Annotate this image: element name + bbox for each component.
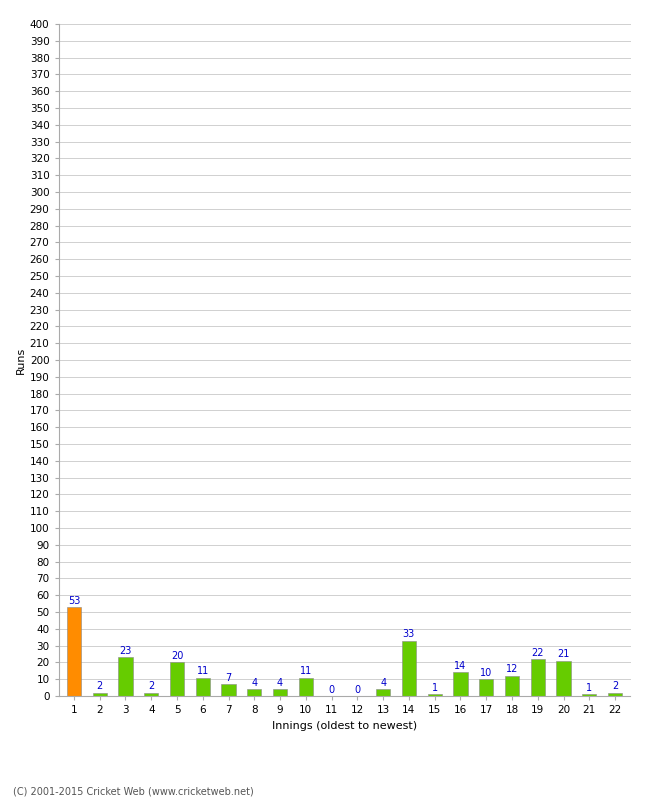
Bar [428, 694, 442, 696]
Bar [273, 690, 287, 696]
X-axis label: Innings (oldest to newest): Innings (oldest to newest) [272, 721, 417, 730]
Bar [479, 679, 493, 696]
Bar [67, 607, 81, 696]
Y-axis label: Runs: Runs [16, 346, 25, 374]
Text: 14: 14 [454, 661, 467, 671]
Text: 12: 12 [506, 665, 518, 674]
Text: 0: 0 [354, 685, 361, 694]
Text: 22: 22 [532, 648, 544, 658]
Text: 4: 4 [380, 678, 386, 688]
Bar [376, 690, 390, 696]
Text: 11: 11 [300, 666, 312, 676]
Text: 10: 10 [480, 668, 492, 678]
Bar [530, 659, 545, 696]
Bar [582, 694, 596, 696]
Text: 53: 53 [68, 596, 80, 606]
Bar [505, 676, 519, 696]
Text: 23: 23 [120, 646, 132, 656]
Text: 1: 1 [586, 683, 592, 693]
Bar [222, 684, 236, 696]
Bar [608, 693, 622, 696]
Bar [144, 693, 159, 696]
Text: 0: 0 [328, 685, 335, 694]
Text: 4: 4 [277, 678, 283, 688]
Text: (C) 2001-2015 Cricket Web (www.cricketweb.net): (C) 2001-2015 Cricket Web (www.cricketwe… [13, 786, 254, 796]
Bar [299, 678, 313, 696]
Text: 1: 1 [432, 683, 437, 693]
Text: 21: 21 [557, 650, 569, 659]
Bar [196, 678, 210, 696]
Text: 11: 11 [197, 666, 209, 676]
Text: 20: 20 [171, 651, 183, 661]
Text: 2: 2 [148, 682, 155, 691]
Bar [402, 641, 416, 696]
Bar [118, 658, 133, 696]
Bar [247, 690, 261, 696]
Bar [170, 662, 184, 696]
Text: 7: 7 [226, 673, 231, 683]
Bar [556, 661, 571, 696]
Text: 2: 2 [97, 682, 103, 691]
Bar [453, 673, 467, 696]
Text: 33: 33 [403, 630, 415, 639]
Bar [93, 693, 107, 696]
Text: 4: 4 [252, 678, 257, 688]
Text: 2: 2 [612, 682, 618, 691]
